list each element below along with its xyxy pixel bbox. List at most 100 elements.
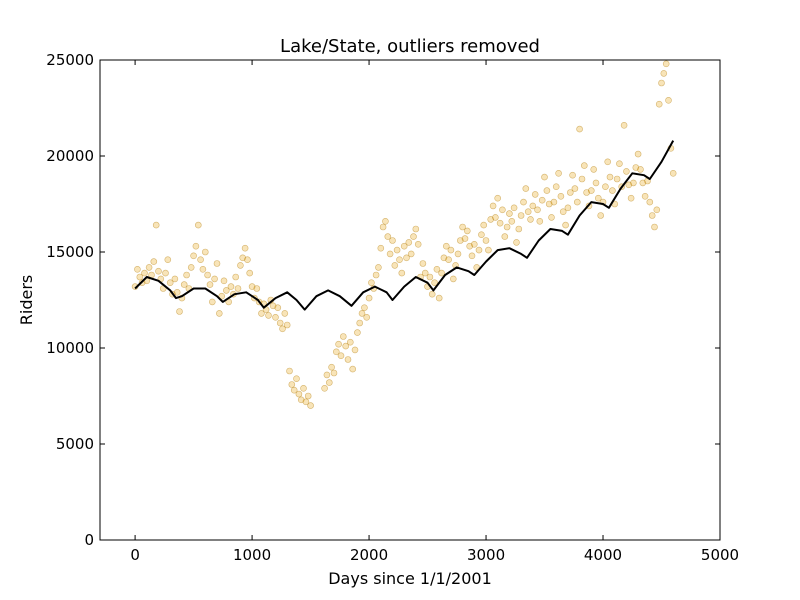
scatter-point: [204, 271, 211, 279]
scatter-point: [295, 390, 303, 398]
scatter-point: [187, 264, 195, 271]
scatter-point: [325, 379, 333, 386]
scatter-point: [190, 252, 197, 260]
scatter-point: [368, 279, 375, 287]
scatter-point: [426, 273, 434, 281]
scatter-point: [363, 313, 371, 321]
scatter-point: [328, 363, 335, 371]
scatter-point: [150, 258, 158, 265]
scatter-point: [377, 244, 385, 252]
scatter-point: [365, 294, 373, 302]
x-tick-label: 4000: [584, 546, 622, 564]
scatter-point: [592, 179, 600, 187]
scatter-point: [623, 168, 630, 175]
scatter-point: [407, 250, 415, 258]
scatter-point: [527, 216, 534, 223]
scatter-point: [620, 122, 628, 129]
scatter-point: [573, 198, 581, 206]
scatter-point: [414, 241, 422, 248]
scatter-point: [344, 356, 352, 363]
scatter-point: [428, 290, 436, 298]
scatter-point: [213, 260, 221, 267]
scatter-point: [508, 218, 516, 225]
plot-area: 0 1000 2000 3000 4000 5000 0 5000 10000 15000 2000…: [46, 51, 739, 564]
scatter-point: [202, 248, 209, 256]
plot-frame: [99, 59, 721, 541]
scatter-point: [421, 269, 429, 277]
scatter-point: [576, 125, 583, 133]
scatter-point: [307, 402, 314, 409]
scatter-point: [290, 386, 298, 394]
scatter-point: [496, 219, 504, 227]
scatter-point: [470, 241, 478, 248]
scatter-point: [337, 352, 345, 360]
scatter-point: [536, 218, 544, 225]
scatter-point: [580, 162, 588, 169]
scatter-point: [590, 166, 598, 173]
scatter-point: [162, 269, 169, 277]
scatter-point: [183, 271, 190, 279]
x-tick-label: 0: [130, 546, 140, 564]
scatter-point: [641, 193, 649, 200]
scatter-point: [658, 79, 665, 87]
scatter-point: [346, 338, 354, 346]
scatter-point: [274, 304, 282, 312]
scatter-point: [517, 212, 525, 219]
trend-series: [134, 140, 675, 311]
scatter-point: [342, 342, 350, 350]
scatter-point: [358, 310, 366, 317]
scatter-point: [176, 308, 183, 315]
scatter-point: [195, 221, 202, 229]
axis-ticks: 0 1000 2000 3000 4000 5000 0 5000 10000 15000 2000…: [46, 51, 739, 564]
scatter-point: [304, 392, 312, 400]
scatter-point: [482, 237, 490, 244]
scatter-point: [164, 256, 172, 264]
y-tick-label: 5000: [56, 435, 94, 453]
scatter-point: [442, 242, 450, 250]
scatter-point: [136, 273, 144, 281]
scatter-point: [405, 239, 413, 246]
scatter-point: [541, 173, 548, 181]
scatter-point: [637, 166, 644, 173]
scatter-point: [419, 260, 427, 267]
scatter-point: [197, 256, 204, 264]
scatter-point: [587, 187, 595, 194]
scatter-point: [218, 292, 225, 300]
scatter-point: [192, 242, 200, 250]
scatter-point: [134, 265, 141, 273]
scatter-point: [529, 202, 537, 210]
scatter-point: [302, 398, 310, 406]
scatter-point: [489, 202, 497, 210]
y-axis-label: Riders: [17, 275, 36, 325]
scatter-point: [253, 285, 261, 292]
scatter-point: [339, 333, 347, 340]
scatter-point: [566, 189, 574, 196]
scatter-point: [559, 208, 567, 215]
scatter-point: [300, 384, 307, 392]
scatter-point: [173, 288, 181, 296]
scatter-point: [655, 100, 663, 108]
scatter-point: [669, 170, 677, 177]
scatter-point: [648, 212, 656, 219]
scatter-point: [384, 233, 392, 240]
scatter-point: [445, 256, 452, 264]
scatter-point: [206, 281, 214, 288]
scatter-point: [513, 239, 520, 246]
scatter-point: [447, 246, 455, 254]
scatter-point: [286, 367, 293, 375]
scatter-point: [141, 269, 148, 277]
x-tick-label: 1000: [233, 546, 271, 564]
scatter-point: [403, 254, 410, 262]
scatter-point: [503, 223, 511, 231]
scatter-point: [332, 348, 340, 356]
scatter-point: [522, 185, 530, 192]
scatter-point: [276, 319, 284, 327]
scatter-point: [279, 325, 286, 333]
scatter-point: [646, 198, 654, 206]
scatter-point: [538, 196, 546, 204]
x-tick-label: 5000: [701, 546, 739, 564]
scatter-point: [244, 256, 251, 264]
scatter-point: [613, 175, 621, 183]
scatter-point: [166, 279, 174, 287]
